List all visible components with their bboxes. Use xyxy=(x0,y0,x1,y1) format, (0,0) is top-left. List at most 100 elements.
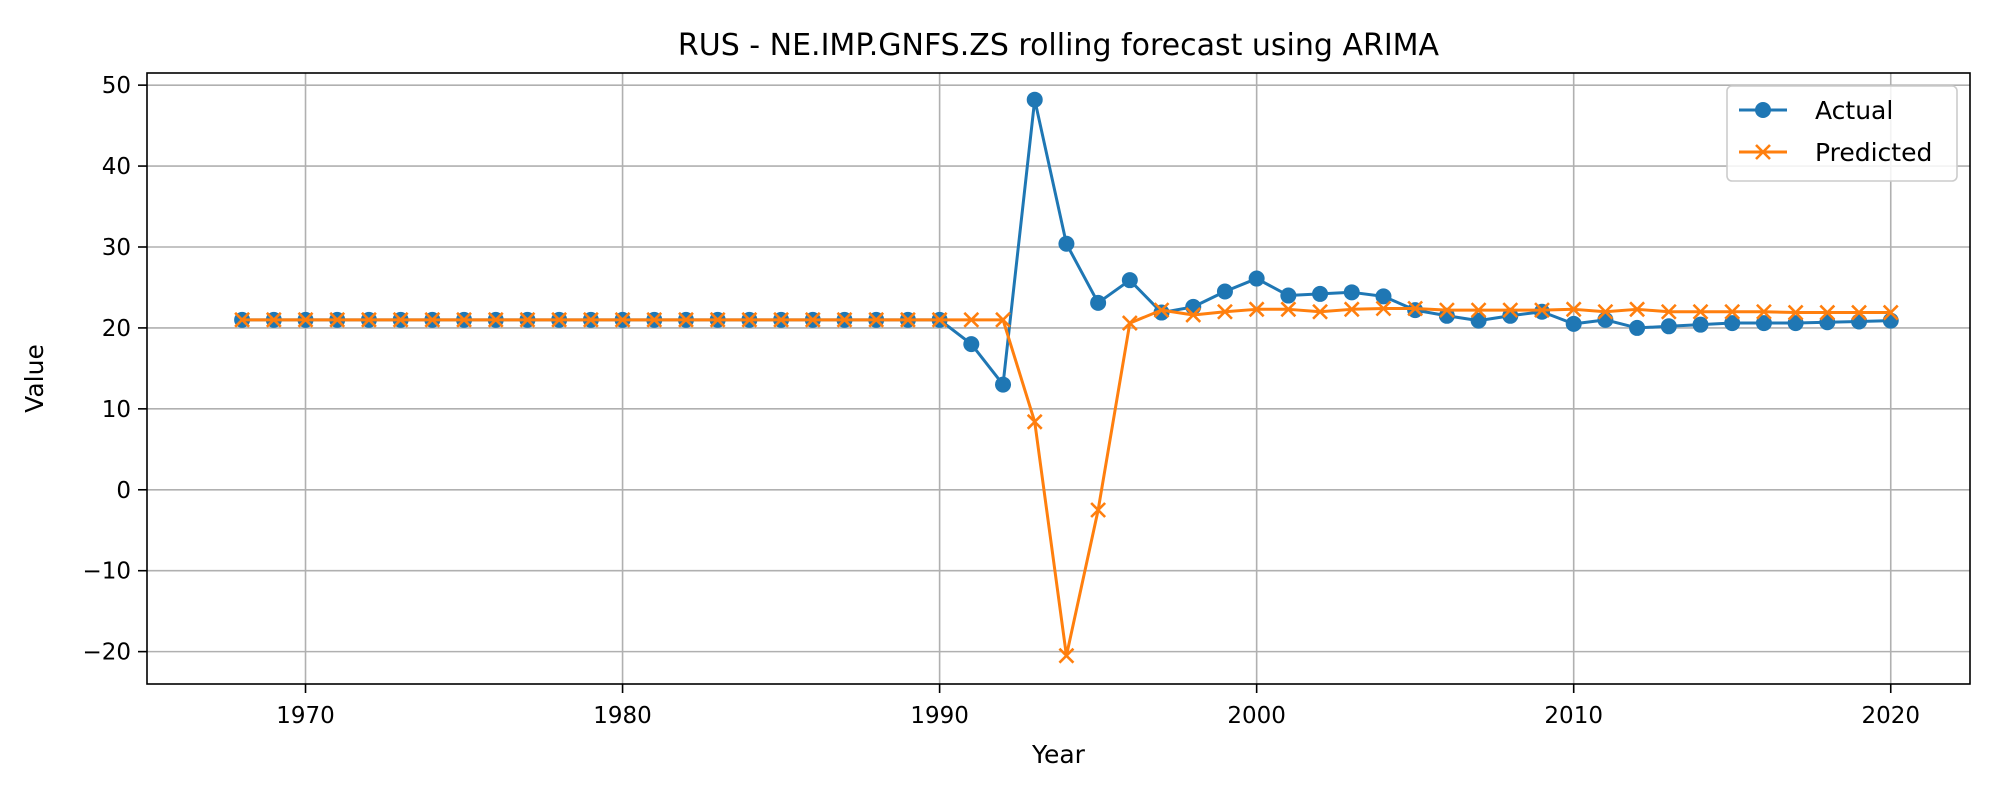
x-tick-label: 2010 xyxy=(1544,703,1603,729)
legend-marker-circle xyxy=(1755,102,1771,118)
predicted-point xyxy=(773,311,790,328)
predicted-point xyxy=(995,311,1011,328)
predicted-point xyxy=(1851,304,1867,321)
actual-point xyxy=(1121,272,1138,289)
predicted-point xyxy=(329,311,346,328)
predicted-point xyxy=(1185,307,1202,323)
predicted-point xyxy=(1153,302,1170,319)
predicted-point xyxy=(1660,303,1677,320)
predicted-point xyxy=(899,311,916,328)
predicted-point xyxy=(1724,303,1741,320)
predicted-point xyxy=(1026,413,1043,430)
actual-point xyxy=(1438,307,1455,324)
predicted-point xyxy=(551,311,568,328)
actual-point xyxy=(1565,315,1582,332)
actual-point xyxy=(1851,313,1868,330)
actual-point xyxy=(1470,312,1487,329)
y-tick-label: 30 xyxy=(102,235,131,261)
predicted-point xyxy=(1438,302,1455,319)
predicted-point xyxy=(519,311,536,328)
actual-point xyxy=(1185,298,1202,315)
predicted-point xyxy=(836,311,853,328)
actual-point xyxy=(1058,235,1075,252)
predicted-point xyxy=(1470,302,1487,319)
predicted-point xyxy=(1217,303,1233,320)
actual-point xyxy=(1280,287,1297,304)
x-tick-label: 2000 xyxy=(1227,703,1286,729)
predicted-point xyxy=(1343,301,1360,318)
predicted-point xyxy=(487,311,504,328)
actual-point xyxy=(1787,315,1804,332)
y-axis-title: Value xyxy=(20,344,49,413)
predicted-point xyxy=(456,311,472,328)
y-tick-label: −20 xyxy=(82,640,131,666)
predicted-point xyxy=(709,311,726,328)
predicted-point xyxy=(297,311,314,328)
legend-marker-x xyxy=(1755,144,1771,160)
predicted-point xyxy=(1280,301,1297,318)
predicted-point xyxy=(1882,304,1899,321)
series-layer xyxy=(234,91,1899,664)
actual-point xyxy=(1692,316,1709,333)
predicted-point xyxy=(678,311,694,328)
y-tick-label: −10 xyxy=(82,559,131,585)
actual-point xyxy=(1090,294,1107,311)
x-axis-title: Year xyxy=(1031,740,1086,769)
predicted-point xyxy=(234,311,251,328)
actual-point xyxy=(1375,288,1392,305)
y-tick-label: 10 xyxy=(102,397,131,423)
y-tick-label: 20 xyxy=(102,316,131,342)
actual-point xyxy=(1597,311,1614,328)
predicted-point xyxy=(1058,647,1075,664)
predicted-point xyxy=(1565,301,1582,318)
predicted-point xyxy=(1756,303,1772,320)
predicted-point xyxy=(1312,303,1328,320)
actual-point xyxy=(995,376,1012,393)
x-tick-label: 1980 xyxy=(593,703,652,729)
predicted-point xyxy=(1248,301,1265,318)
predicted-point xyxy=(1090,502,1107,518)
actual-point xyxy=(1755,315,1772,332)
actual-point xyxy=(1026,91,1043,108)
actual-point xyxy=(1882,312,1899,329)
axis-ticks: 1970 1980 1990 2000 2010 2020 −20 −10 0 10 20 30 40 5… xyxy=(82,73,1920,729)
actual-point xyxy=(1724,315,1741,332)
y-tick-label: 0 xyxy=(116,478,131,504)
actual-point xyxy=(963,336,980,353)
x-tick-label: 2020 xyxy=(1861,703,1920,729)
x-tick-label: 1990 xyxy=(910,703,969,729)
y-tick-label: 50 xyxy=(102,73,131,99)
chart-title: RUS - NE.IMP.GNFS.ZS rolling forecast us… xyxy=(678,28,1440,63)
actual-point xyxy=(1343,284,1360,301)
actual-point xyxy=(1660,318,1677,335)
y-tick-label: 40 xyxy=(102,154,131,180)
series-predicted xyxy=(234,300,1899,664)
actual-point xyxy=(1629,319,1646,336)
legend: Actual Predicted xyxy=(1726,85,1958,182)
actual-point xyxy=(1248,270,1265,287)
predicted-point xyxy=(1407,300,1424,317)
actual-point xyxy=(1502,307,1519,324)
predicted-point xyxy=(582,311,599,328)
predicted-point xyxy=(1502,302,1519,319)
predicted-point xyxy=(646,311,663,328)
actual-point xyxy=(1312,285,1329,302)
predicted-point xyxy=(1692,303,1709,320)
predicted-point xyxy=(931,311,948,328)
predicted-point xyxy=(392,311,409,328)
predicted-point xyxy=(741,311,758,328)
actual-point xyxy=(1216,283,1233,300)
predicted-point xyxy=(361,311,377,328)
predicted-point xyxy=(868,311,885,328)
predicted-point xyxy=(1787,304,1804,321)
predicted-point xyxy=(1819,304,1836,321)
predicted-point xyxy=(1375,300,1392,317)
legend-label: Predicted xyxy=(1815,138,1932,167)
predicted-point xyxy=(1534,302,1550,319)
predicted-point xyxy=(804,311,821,328)
plot-frame xyxy=(146,72,1971,685)
predicted-point xyxy=(1629,301,1646,318)
actual-point xyxy=(1153,304,1170,321)
